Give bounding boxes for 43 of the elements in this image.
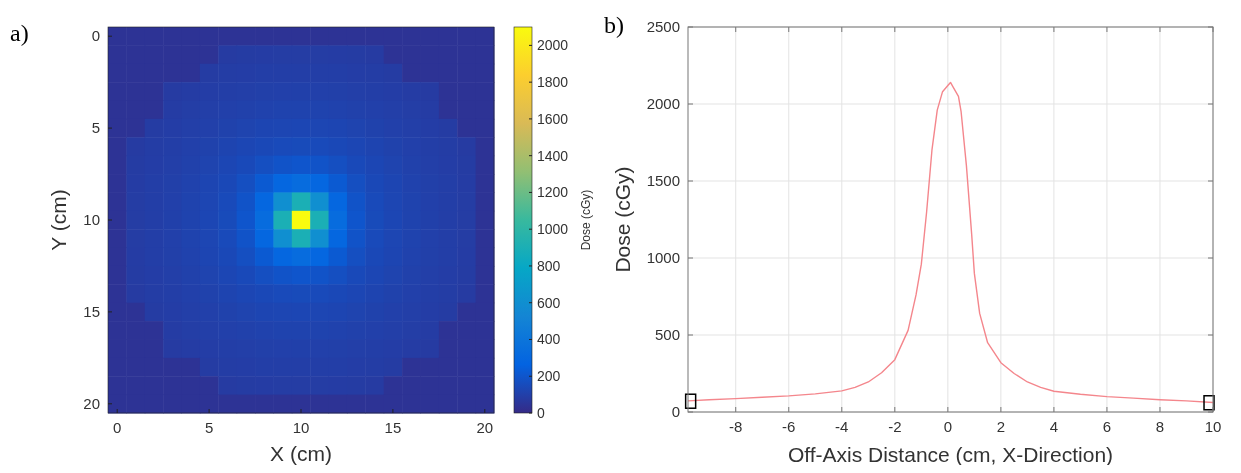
y-tick-label: 5 (91, 119, 100, 137)
x-tick-label: -8 (729, 418, 743, 435)
color-bar-label: 200 (537, 368, 561, 385)
y-tick-label: 10 (83, 211, 100, 228)
color-bar-label: 1200 (537, 184, 569, 201)
x-tick-label: -4 (835, 418, 849, 435)
x-tick-label: 20 (476, 419, 494, 436)
y-tick-label: 0 (91, 27, 100, 45)
color-bar-label: 400 (537, 331, 561, 348)
color-bar-label: 600 (537, 294, 561, 311)
x-tick-label: 15 (384, 419, 402, 436)
x-tick-label: 6 (1102, 418, 1112, 435)
x-tick-label: 0 (943, 418, 953, 435)
color-bar-label: 800 (537, 257, 561, 274)
x-tick-label: 5 (204, 419, 214, 436)
y-tick-label: 0 (671, 403, 680, 420)
chart-title: a) (10, 20, 29, 46)
y-tick-label: 15 (83, 302, 100, 320)
x-tick-label: -6 (782, 418, 796, 435)
y-tick-label: 2000 (646, 95, 680, 112)
x-axis-title: X (cm) (270, 442, 332, 465)
y-tick-label: 20 (83, 394, 100, 412)
color-bar-label: 1400 (537, 147, 569, 164)
x-tick-label: 10 (1204, 418, 1222, 435)
color-bar-title: Dose (cGy) (579, 189, 593, 251)
color-bar-label: 0 (537, 405, 545, 421)
y-tick-label: 1000 (646, 249, 680, 266)
y-axis-title: Dose (cGy) (611, 166, 634, 273)
y-tick-label: 1500 (646, 172, 680, 189)
y-axis-title: Y (cm) (47, 189, 70, 251)
x-tick-label: 8 (1155, 418, 1165, 435)
y-tick-label: 500 (654, 326, 680, 343)
x-tick-label: 10 (292, 419, 310, 436)
color-bar-label: 1600 (537, 110, 569, 127)
x-tick-label: 0 (113, 419, 122, 436)
chart-title: b) (604, 12, 624, 38)
color-bar-label: 1800 (537, 74, 569, 91)
color-bar-label: 2000 (537, 37, 569, 54)
x-tick-label: 2 (996, 418, 1006, 435)
y-tick-label: 2500 (646, 18, 680, 35)
x-tick-label: 4 (1049, 418, 1059, 435)
color-bar-label: 1000 (537, 221, 569, 238)
x-tick-label: -2 (888, 418, 902, 435)
